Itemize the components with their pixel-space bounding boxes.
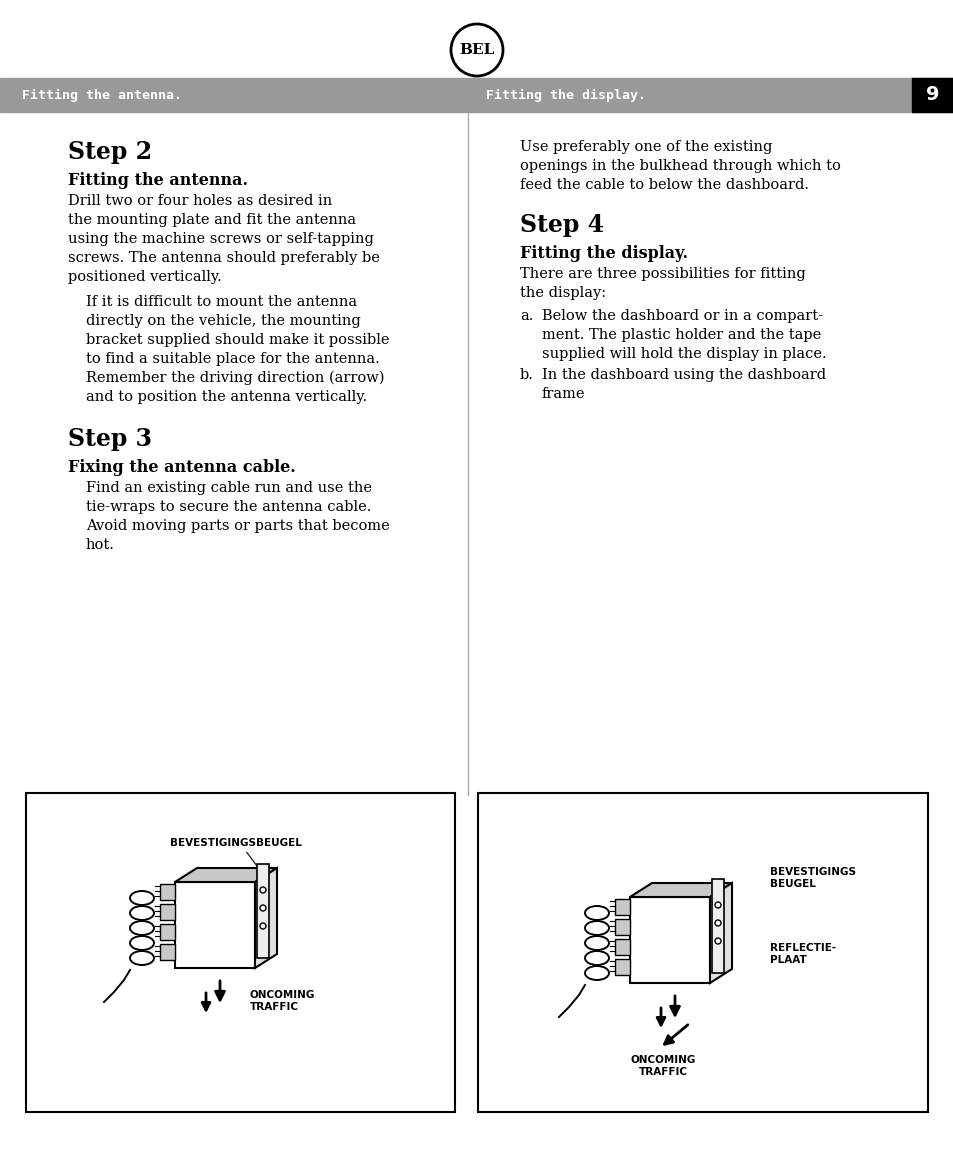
Text: positioned vertically.: positioned vertically. xyxy=(68,270,221,284)
Text: the display:: the display: xyxy=(519,286,605,300)
Text: In the dashboard using the dashboard: In the dashboard using the dashboard xyxy=(541,368,825,382)
Circle shape xyxy=(714,902,720,908)
Polygon shape xyxy=(174,882,254,968)
Text: and to position the antenna vertically.: and to position the antenna vertically. xyxy=(86,390,367,404)
Polygon shape xyxy=(160,924,174,940)
Text: BEVESTIGINGSBEUGEL: BEVESTIGINGSBEUGEL xyxy=(170,838,301,848)
Text: Below the dashboard or in a compart-: Below the dashboard or in a compart- xyxy=(541,309,822,323)
Text: ment. The plastic holder and the tape: ment. The plastic holder and the tape xyxy=(541,328,821,342)
Text: REFLECTIE-
PLAAT: REFLECTIE- PLAAT xyxy=(769,944,835,964)
Text: Step 2: Step 2 xyxy=(68,139,152,164)
Text: ONCOMING
TRAFFIC: ONCOMING TRAFFIC xyxy=(630,1055,695,1077)
Polygon shape xyxy=(615,899,629,914)
Text: BEVESTIGINGS
BEUGEL: BEVESTIGINGS BEUGEL xyxy=(769,867,855,889)
Circle shape xyxy=(451,24,502,76)
Polygon shape xyxy=(160,884,174,901)
Text: b.: b. xyxy=(519,368,534,382)
Bar xyxy=(477,792,927,1112)
Text: supplied will hold the display in place.: supplied will hold the display in place. xyxy=(541,347,825,361)
Polygon shape xyxy=(256,865,269,957)
Text: Fitting the display.: Fitting the display. xyxy=(519,245,687,261)
Text: frame: frame xyxy=(541,387,585,401)
Bar xyxy=(0,78,953,112)
Text: Drill two or four holes as desired in: Drill two or four holes as desired in xyxy=(68,194,332,208)
Text: feed the cable to below the dashboard.: feed the cable to below the dashboard. xyxy=(519,178,808,192)
Circle shape xyxy=(260,923,266,928)
Text: There are three possibilities for fitting: There are three possibilities for fittin… xyxy=(519,267,805,281)
Polygon shape xyxy=(174,868,276,882)
Circle shape xyxy=(260,905,266,911)
Text: Fitting the antenna.: Fitting the antenna. xyxy=(68,172,248,189)
Polygon shape xyxy=(709,883,731,983)
Polygon shape xyxy=(727,817,741,1023)
Polygon shape xyxy=(615,919,629,935)
Polygon shape xyxy=(629,883,731,897)
Bar xyxy=(911,78,953,112)
Text: the mounting plate and fit the antenna: the mounting plate and fit the antenna xyxy=(68,213,355,227)
Text: to find a suitable place for the antenna.: to find a suitable place for the antenna… xyxy=(86,352,379,366)
Circle shape xyxy=(714,938,720,944)
Circle shape xyxy=(714,920,720,926)
Text: Avoid moving parts or parts that become: Avoid moving parts or parts that become xyxy=(86,519,390,533)
Text: bracket supplied should make it possible: bracket supplied should make it possible xyxy=(86,333,389,347)
Text: BEL: BEL xyxy=(458,43,495,57)
Polygon shape xyxy=(727,805,760,817)
Polygon shape xyxy=(629,897,709,983)
Text: Find an existing cable run and use the: Find an existing cable run and use the xyxy=(86,481,372,495)
Text: using the machine screws or self-tapping: using the machine screws or self-tapping xyxy=(68,232,374,246)
Text: hot.: hot. xyxy=(86,538,114,552)
Bar xyxy=(26,792,455,1112)
Text: Fitting the antenna.: Fitting the antenna. xyxy=(22,88,182,101)
Polygon shape xyxy=(711,878,723,973)
Polygon shape xyxy=(254,868,276,968)
Text: a.: a. xyxy=(519,309,533,323)
Polygon shape xyxy=(615,939,629,955)
Text: If it is difficult to mount the antenna: If it is difficult to mount the antenna xyxy=(86,295,356,309)
Text: screws. The antenna should preferably be: screws. The antenna should preferably be xyxy=(68,251,379,265)
Polygon shape xyxy=(160,944,174,960)
Text: Fitting the display.: Fitting the display. xyxy=(485,88,645,101)
Text: Fixing the antenna cable.: Fixing the antenna cable. xyxy=(68,459,295,476)
Polygon shape xyxy=(160,904,174,920)
Text: directly on the vehicle, the mounting: directly on the vehicle, the mounting xyxy=(86,314,360,328)
Text: Step 4: Step 4 xyxy=(519,213,603,237)
Circle shape xyxy=(260,887,266,894)
Text: openings in the bulkhead through which to: openings in the bulkhead through which t… xyxy=(519,159,840,173)
Polygon shape xyxy=(615,959,629,975)
Text: Use preferably one of the existing: Use preferably one of the existing xyxy=(519,139,772,155)
Text: Remember the driving direction (arrow): Remember the driving direction (arrow) xyxy=(86,371,384,386)
Text: 9: 9 xyxy=(925,86,939,105)
Text: Step 3: Step 3 xyxy=(68,426,152,451)
Text: tie-wraps to secure the antenna cable.: tie-wraps to secure the antenna cable. xyxy=(86,500,371,514)
Text: ONCOMING
TRAFFIC: ONCOMING TRAFFIC xyxy=(250,990,315,1012)
